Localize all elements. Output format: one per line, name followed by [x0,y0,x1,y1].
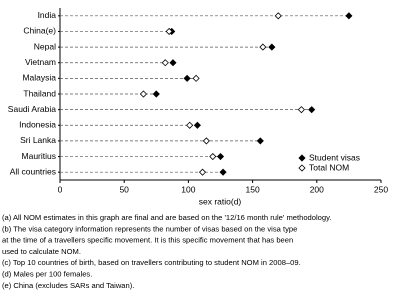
category-label: Mauritius [22,151,56,161]
marker [202,137,210,145]
marker [259,43,267,51]
legend-marker [298,164,306,172]
x-tick-label: 100 [181,184,195,194]
legend-label: Total NOM [309,162,349,172]
x-tick-label: 0 [58,184,63,194]
marker [345,12,353,20]
marker [169,59,177,67]
x-tick-label: 200 [310,184,324,194]
footnote: (b) The visa category information repres… [2,224,297,233]
marker [216,152,225,161]
marker [193,121,201,129]
marker [297,106,305,114]
marker [274,12,282,20]
marker [139,90,148,98]
category-label: Thailand [23,88,56,98]
category-label: China(e) [23,26,56,36]
marker [186,121,194,129]
footnote: (c) Top 10 countries of birth, based on … [2,258,301,267]
marker [161,59,169,67]
category-label: Malaysia [22,73,56,83]
marker [209,152,217,161]
category-label: Saudi Arabia [8,104,56,114]
category-label: Indonesia [19,120,56,130]
category-label: India [38,10,57,20]
marker [165,27,173,36]
x-tick-label: 50 [119,184,129,194]
legend-marker [298,154,306,162]
marker [183,74,191,82]
marker [219,168,227,176]
category-label: Vietnam [25,57,56,67]
marker [268,43,276,51]
x-tick-label: 150 [246,184,260,194]
marker [198,168,207,176]
legend-label: Student visas [309,152,360,162]
marker [192,74,200,82]
footnote: used to calculate NOM. [2,247,81,256]
marker [256,137,264,145]
footnote: (a) All NOM estimates in this graph are … [2,213,331,222]
x-axis-title: sex ratio(d) [199,196,242,206]
footnote: at the time of a travellers specific mov… [2,236,293,245]
footnote: (e) China (excludes SARs and Taiwan). [2,281,134,290]
x-tick-label: 250 [374,184,388,194]
category-label: All countries [10,166,56,176]
marker [308,106,316,114]
marker [152,90,160,98]
category-label: Sri Lanka [20,135,56,145]
footnote: (d) Males per 100 females. [2,270,92,279]
category-label: Nepal [34,41,56,51]
